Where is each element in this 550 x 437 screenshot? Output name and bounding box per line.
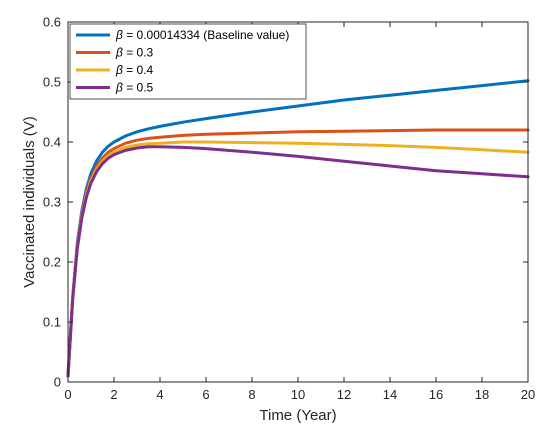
x-tick-label: 18: [475, 387, 489, 402]
series-lines: [66, 79, 530, 378]
legend-label-2: β = 0.3: [115, 46, 154, 60]
axis-tick-labels: 0 2 4 6 8 10 12 14 16 18 20 0 0.1 0.2 0.3 0.4 0.5 0.6: [43, 15, 535, 403]
series-line-2: [66, 128, 530, 378]
x-tick-label: 2: [110, 387, 117, 402]
legend: β = 0.00014334 (Baseline value) β = 0.3 β …: [69, 23, 307, 100]
y-axis-title: Vaccinated individuals (V): [21, 116, 38, 287]
y-tick-label: 0.4: [43, 135, 61, 150]
x-tick-label: 8: [248, 387, 255, 402]
series-line-1: [66, 79, 530, 378]
y-tick-label: 0: [54, 375, 61, 390]
x-tick-label: 0: [64, 387, 71, 402]
legend-label-1: β = 0.00014334 (Baseline value): [115, 28, 289, 42]
y-tick-label: 0.1: [43, 315, 61, 330]
x-tick-label: 14: [383, 387, 397, 402]
legend-label-4: β = 0.5: [115, 81, 154, 95]
series-line-3: [66, 140, 530, 378]
x-tick-label: 6: [202, 387, 209, 402]
x-tick-label: 20: [521, 387, 535, 402]
x-tick-label: 10: [291, 387, 305, 402]
x-tick-label: 12: [337, 387, 351, 402]
y-tick-label: 0.3: [43, 195, 61, 210]
y-tick-label: 0.5: [43, 75, 61, 90]
series-line-4: [66, 145, 530, 378]
x-tick-label: 16: [429, 387, 443, 402]
x-axis-title: Time (Year): [259, 407, 336, 424]
x-tick-label: 4: [156, 387, 163, 402]
y-tick-label: 0.6: [43, 15, 61, 30]
y-tick-label: 0.2: [43, 255, 61, 270]
legend-label-3: β = 0.4: [115, 63, 154, 77]
